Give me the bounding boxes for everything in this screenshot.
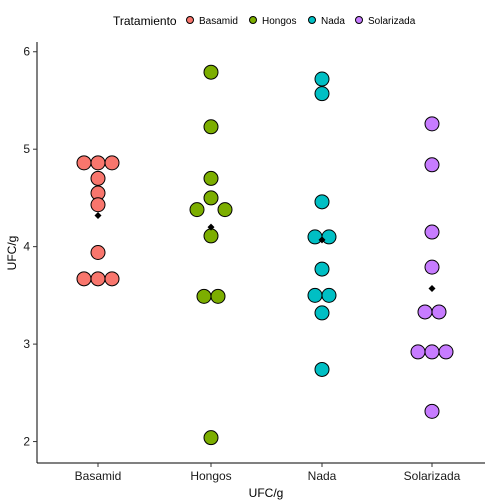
- data-point-solarizada: [438, 344, 454, 360]
- legend-key-nada: [308, 16, 316, 24]
- data-point-nada: [314, 305, 330, 321]
- data-point-basamid: [90, 197, 106, 213]
- y-axis-ticks: 2 3 4 5 6: [23, 45, 37, 449]
- x-axis-ticks: Basamid Hongos Nada Solarizada: [75, 463, 461, 483]
- data-point-hongos: [189, 202, 205, 218]
- data-point-basamid: [76, 155, 92, 171]
- mean-marker-solarizada: [428, 285, 436, 293]
- x-tick-label: Basamid: [75, 469, 122, 483]
- legend-title: Tratamiento: [113, 14, 177, 28]
- data-point-hongos: [203, 119, 219, 135]
- data-point-nada: [314, 71, 330, 87]
- y-tick-label: 2: [23, 435, 30, 449]
- data-point-nada: [314, 361, 330, 377]
- data-point-solarizada: [417, 304, 433, 320]
- plot-area: [76, 64, 454, 446]
- legend-item-solarizada: Solarizada: [355, 16, 416, 27]
- data-point-nada: [307, 287, 323, 303]
- data-point-basamid: [104, 155, 120, 171]
- legend-items: Basamid Hongos Nada Solarizada: [186, 16, 416, 27]
- data-point-hongos: [203, 170, 219, 186]
- data-points: [76, 64, 454, 446]
- data-point-solarizada: [424, 116, 440, 132]
- data-point-solarizada: [431, 304, 447, 320]
- mean-marker-basamid: [94, 211, 102, 219]
- data-point-solarizada: [424, 403, 440, 419]
- data-point-solarizada: [424, 224, 440, 240]
- data-point-nada: [307, 229, 323, 245]
- data-point-hongos: [196, 288, 212, 304]
- data-point-hongos: [203, 430, 219, 446]
- y-tick-label: 6: [23, 45, 30, 59]
- y-tick-label: 5: [23, 142, 30, 156]
- legend: Tratamiento Basamid Hongos Nada Solarizada: [113, 14, 416, 28]
- y-axis-title: UFC/g: [5, 236, 19, 271]
- x-tick-label: Nada: [308, 469, 337, 483]
- data-point-hongos: [203, 64, 219, 80]
- y-tick-label: 4: [23, 240, 30, 254]
- x-tick-label: Solarizada: [404, 469, 461, 483]
- data-point-nada: [321, 287, 337, 303]
- data-point-solarizada: [424, 259, 440, 275]
- data-point-basamid: [90, 155, 106, 171]
- data-point-solarizada: [410, 344, 426, 360]
- data-point-solarizada: [424, 157, 440, 173]
- data-point-hongos: [217, 202, 233, 218]
- mean-marker-nada: [318, 236, 326, 244]
- x-axis-title: UFC/g: [249, 486, 284, 500]
- data-point-nada: [321, 229, 337, 245]
- data-point-basamid: [90, 271, 106, 287]
- data-point-basamid: [76, 271, 92, 287]
- legend-key-basamid: [186, 16, 194, 24]
- legend-label-nada: Nada: [321, 16, 345, 27]
- mean-marker-hongos: [207, 223, 215, 231]
- data-point-basamid: [90, 245, 106, 260]
- data-point-basamid: [104, 271, 120, 287]
- legend-key-hongos: [249, 16, 257, 24]
- legend-item-hongos: Hongos: [249, 16, 296, 27]
- mean-markers: [94, 211, 436, 293]
- legend-label-basamid: Basamid: [199, 16, 238, 27]
- legend-item-nada: Nada: [308, 16, 345, 27]
- y-tick-label: 3: [23, 337, 30, 351]
- data-point-nada: [314, 261, 330, 277]
- x-tick-label: Hongos: [190, 469, 231, 483]
- legend-label-solarizada: Solarizada: [368, 16, 416, 27]
- legend-item-basamid: Basamid: [186, 16, 238, 27]
- data-point-solarizada: [424, 344, 440, 360]
- legend-label-hongos: Hongos: [262, 16, 296, 27]
- data-point-hongos: [203, 190, 219, 206]
- data-point-hongos: [210, 288, 226, 304]
- data-point-nada: [314, 194, 330, 210]
- data-point-nada: [314, 86, 330, 102]
- legend-key-solarizada: [355, 16, 363, 24]
- data-point-hongos: [203, 228, 219, 244]
- data-point-basamid: [90, 170, 106, 186]
